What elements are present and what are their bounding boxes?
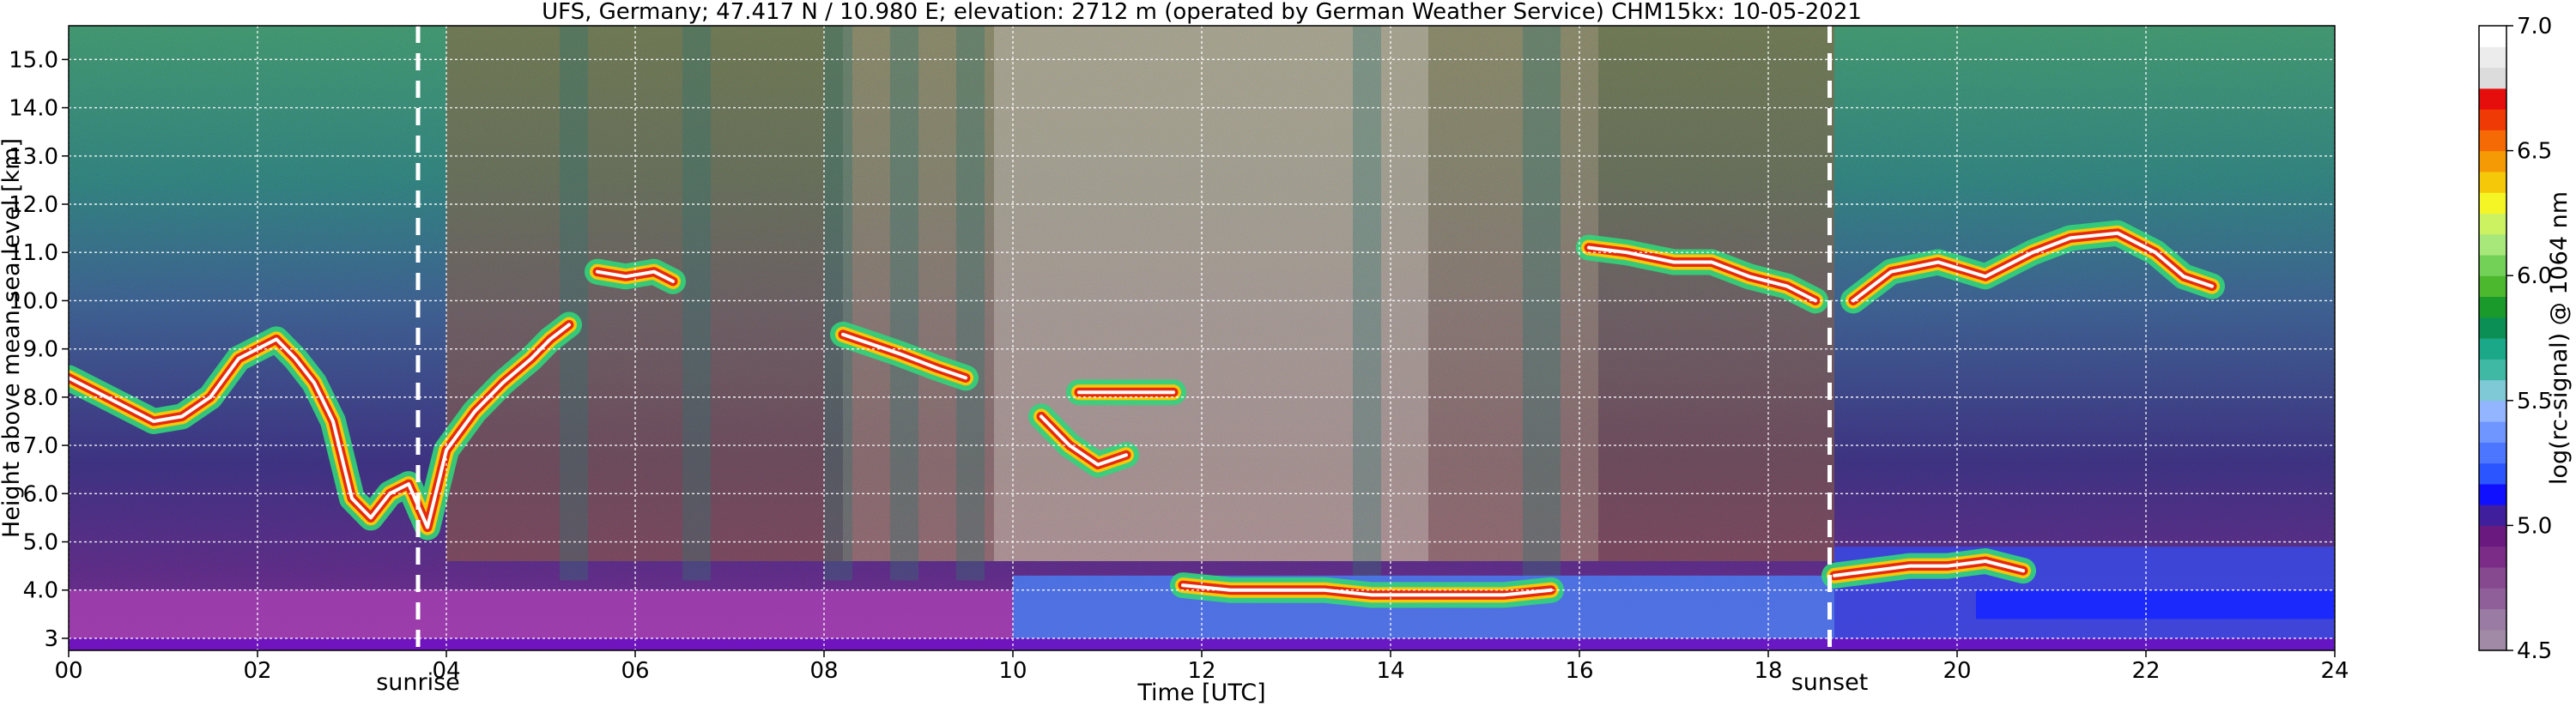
colorbar-swatch (2479, 254, 2506, 276)
sun-event-labels: sunrise sunset (376, 669, 1868, 696)
cloud-layer (69, 311, 582, 541)
colorbar-swatch (2479, 442, 2506, 464)
x-tick-label: 16 (1565, 658, 1593, 684)
x-tick-label: 00 (54, 658, 82, 684)
colorbar-swatch (2479, 213, 2506, 235)
colorbar-tick-label: 6.5 (2517, 139, 2552, 165)
cloud-layer-core (69, 323, 571, 529)
colorbar-tick-label: 5.5 (2517, 389, 2552, 414)
x-tick-label: 10 (998, 658, 1027, 684)
grid-lines (69, 26, 2335, 650)
colorbar-swatch (2479, 483, 2506, 505)
y-tick-label: 15.0 (9, 47, 58, 73)
colorbar-swatch (2479, 109, 2506, 130)
y-tick-label: 13.0 (9, 144, 58, 170)
y-tick-label: 11.0 (9, 240, 58, 266)
y-tick-label: 9.0 (23, 337, 58, 363)
colorbar-swatch (2479, 171, 2506, 193)
cloud-features (69, 220, 2225, 608)
x-tick-label: 08 (809, 658, 838, 684)
y-tick-label: 7.0 (23, 433, 58, 459)
colorbar-swatch (2479, 421, 2506, 443)
colorbar-tick-label: 4.5 (2517, 638, 2552, 664)
colorbar-swatch (2479, 566, 2506, 589)
colorbar-swatch (2479, 130, 2506, 152)
colorbar-swatch (2479, 546, 2506, 568)
colorbar-swatch (2479, 462, 2506, 485)
cloud-layer-core (1587, 245, 1817, 303)
boundary-layer-core (1976, 589, 2335, 619)
colorbar-frame (2478, 25, 2507, 651)
cloud-layer (585, 258, 686, 294)
y-tick-label: 8.0 (23, 385, 58, 411)
cloud-layer-core (596, 269, 675, 283)
x-tick-label: 18 (1754, 658, 1782, 684)
cloud-layer (1840, 220, 2225, 314)
cloud-layer-core (1852, 231, 2214, 303)
y-tick-label: 3 (44, 626, 58, 652)
cloud-layer-core (841, 332, 967, 380)
colorbar: 4.5 5.0 5.5 6.0 6.5 7.0 (2478, 14, 2552, 664)
colorbar-swatch (2479, 505, 2506, 526)
colorbar-swatch (2479, 150, 2506, 172)
colorbar-tick-label: 7.0 (2517, 14, 2552, 39)
cloud-layer (830, 321, 979, 391)
sunrise-label: sunrise (376, 669, 460, 696)
cloud-layer (1576, 234, 1828, 314)
x-tick-label: 22 (2131, 658, 2160, 684)
x-tick-label: 12 (1187, 658, 1215, 684)
colorbar-swatch (2479, 317, 2506, 339)
colorbar-label: log(rc-signal) @ 1064 nm (2546, 191, 2573, 485)
y-tick-label: 5.0 (23, 530, 58, 556)
colorbar-swatch (2479, 88, 2506, 110)
sunset-label: sunset (1791, 669, 1869, 696)
cloud-layer-core (1181, 583, 1553, 597)
cloud-layer-core (1039, 414, 1128, 467)
x-tick-label: 04 (432, 658, 460, 684)
x-tick-label: 06 (621, 658, 649, 684)
x-tick-label: 20 (1943, 658, 1971, 684)
colorbar-tick-label: 6.0 (2517, 263, 2552, 289)
colorbar-swatch (2479, 296, 2506, 318)
sun-event-lines (415, 26, 1832, 650)
colorbar-swatch (2479, 233, 2506, 256)
cloud-layer (1821, 548, 2036, 589)
x-tick-label: 02 (243, 658, 271, 684)
y-tick-label: 12.0 (9, 192, 58, 218)
colorbar-swatch (2479, 400, 2506, 422)
colorbar-swatch (2479, 46, 2506, 69)
chart-title: UFS, Germany; 47.417 N / 10.980 E; eleva… (542, 0, 1862, 25)
cloud-layer (1170, 572, 1564, 608)
x-axis: 00 02 04 06 08 10 12 14 16 18 20 22 24 (54, 650, 2349, 684)
y-axis: 3 4.0 5.0 6.0 7.0 8.0 9.0 10.0 11.0 12.0 13.0 14.0 1… (9, 47, 69, 652)
x-tick-label: 24 (2320, 658, 2349, 684)
colorbar-swatch (2479, 525, 2506, 547)
x-axis-label: Time [UTC] (1136, 680, 1265, 706)
plot-area (69, 26, 2335, 650)
colorbar-swatch (2479, 338, 2506, 360)
x-tick-label: 14 (1376, 658, 1404, 684)
colorbar-swatch (2479, 26, 2506, 47)
y-tick-label: 14.0 (9, 96, 58, 122)
colorbar-swatch (2479, 608, 2506, 631)
colorbar-swatch (2479, 275, 2506, 298)
colorbar-swatch (2479, 67, 2506, 89)
colorbar-tick-label: 5.0 (2517, 513, 2552, 539)
cloud-layer-core (1833, 559, 2025, 577)
y-tick-label: 6.0 (23, 481, 58, 507)
y-tick-label: 4.0 (23, 578, 58, 604)
colorbar-swatch (2479, 359, 2506, 381)
y-tick-label: 10.0 (9, 288, 58, 314)
cloud-layer (1028, 403, 1139, 478)
colorbar-swatch (2479, 192, 2506, 214)
y-axis-label: Height above mean sea level [km] (0, 138, 25, 538)
colorbar-swatch (2479, 379, 2506, 402)
colorbar-swatch (2479, 588, 2506, 610)
colorbar-swatch (2479, 629, 2506, 651)
